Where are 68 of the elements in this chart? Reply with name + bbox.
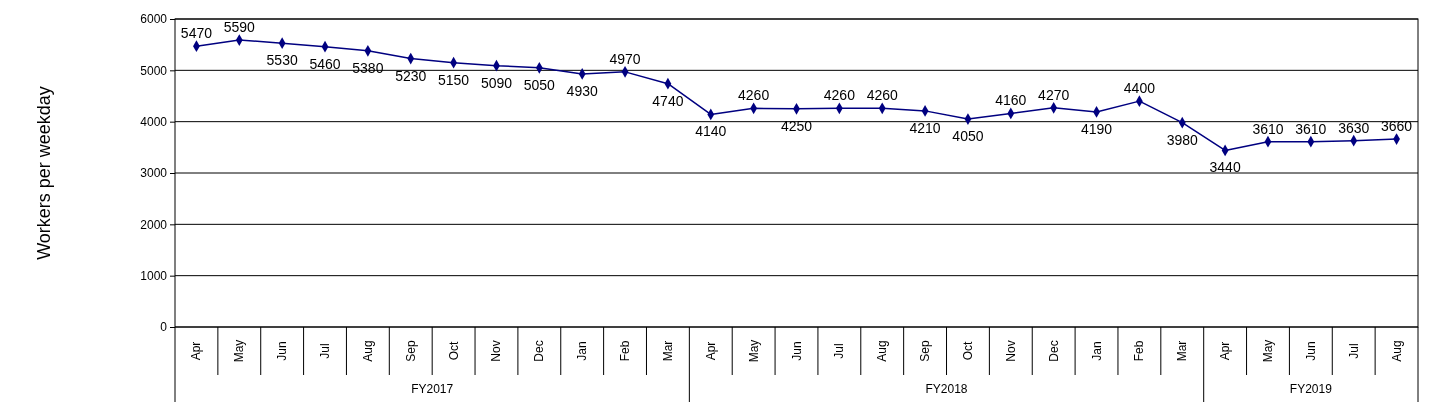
x-tick-label: Jan xyxy=(575,341,590,361)
y-tick-label: 4000 xyxy=(140,115,168,130)
y-tick-label: 5000 xyxy=(140,63,168,78)
x-tick-label: Dec xyxy=(532,340,547,362)
x-tick-label: Nov xyxy=(1003,340,1018,362)
data-label: 4740 xyxy=(652,92,684,109)
x-tick-label: Apr xyxy=(703,341,718,361)
data-label: 4190 xyxy=(1080,120,1113,137)
data-label: 3980 xyxy=(1166,131,1199,148)
x-tick-label: Feb xyxy=(1132,340,1147,362)
x-tick-label: Sep xyxy=(403,340,418,362)
x-tick-label: Jul xyxy=(318,343,333,359)
data-label: 5150 xyxy=(438,71,470,88)
data-label: 5050 xyxy=(523,76,556,93)
x-tick-label: Dec xyxy=(1046,340,1061,362)
x-tick-label: Jul xyxy=(832,343,847,359)
data-label: 4930 xyxy=(566,82,598,99)
data-label: 3630 xyxy=(1338,119,1370,136)
x-tick-label: Aug xyxy=(360,340,375,362)
x-tick-label: Mar xyxy=(660,340,675,362)
data-label: 5470 xyxy=(180,25,213,42)
text: FY2018 xyxy=(925,382,968,396)
data-label: 4140 xyxy=(695,123,727,140)
data-label: 3660 xyxy=(1380,118,1413,135)
data-label: 3440 xyxy=(1209,159,1241,176)
data-label: 4970 xyxy=(609,50,641,67)
y-tick-label: 0 xyxy=(160,320,168,335)
x-tick-label: Jun xyxy=(275,341,290,361)
x-tick-label: Feb xyxy=(618,340,633,362)
data-label: 5590 xyxy=(223,19,256,36)
x-tick-label: May xyxy=(232,339,247,363)
text: FY2017 xyxy=(411,382,454,396)
x-tick-label: Apr xyxy=(189,341,204,361)
y-tick-label: 3000 xyxy=(140,166,168,181)
data-label: 3610 xyxy=(1295,120,1327,137)
x-tick-label: Sep xyxy=(918,340,933,362)
data-label: 4160 xyxy=(995,92,1027,109)
x-tick-label: Jun xyxy=(1303,341,1318,361)
x-tick-label: Jul xyxy=(1346,343,1361,359)
x-tick-label: Oct xyxy=(446,341,461,361)
data-label: 4210 xyxy=(909,119,941,136)
data-label: 5460 xyxy=(309,55,341,72)
x-tick-label: Mar xyxy=(1175,340,1190,362)
data-label: 4400 xyxy=(1123,80,1156,97)
y-tick-label: 2000 xyxy=(140,217,168,232)
x-tick-label: Aug xyxy=(1389,340,1404,362)
y-axis-title: Workers per weekday xyxy=(33,86,54,260)
data-label: 4050 xyxy=(952,128,984,145)
x-tick-label: Oct xyxy=(960,341,975,361)
data-label: 5230 xyxy=(395,67,427,84)
data-label: 4260 xyxy=(823,87,856,104)
data-label: 4260 xyxy=(738,87,770,104)
x-tick-label: May xyxy=(1260,339,1275,363)
text: FY2019 xyxy=(1289,382,1333,396)
x-tick-label: Jun xyxy=(789,341,804,361)
data-label: 4260 xyxy=(866,87,898,104)
data-label: 4270 xyxy=(1038,86,1070,103)
y-tick-label: 1000 xyxy=(140,269,168,284)
x-tick-label: Aug xyxy=(875,340,890,362)
x-tick-label: May xyxy=(746,339,761,363)
data-label: 5530 xyxy=(266,52,298,69)
x-tick-label: Apr xyxy=(1218,341,1233,361)
data-label: 5090 xyxy=(480,74,513,91)
data-label: 4250 xyxy=(780,117,813,134)
x-tick-label: Nov xyxy=(489,340,504,362)
x-tick-label: Jan xyxy=(1089,341,1104,361)
y-tick-label: 6000 xyxy=(140,12,168,27)
data-label: 3610 xyxy=(1252,120,1284,137)
